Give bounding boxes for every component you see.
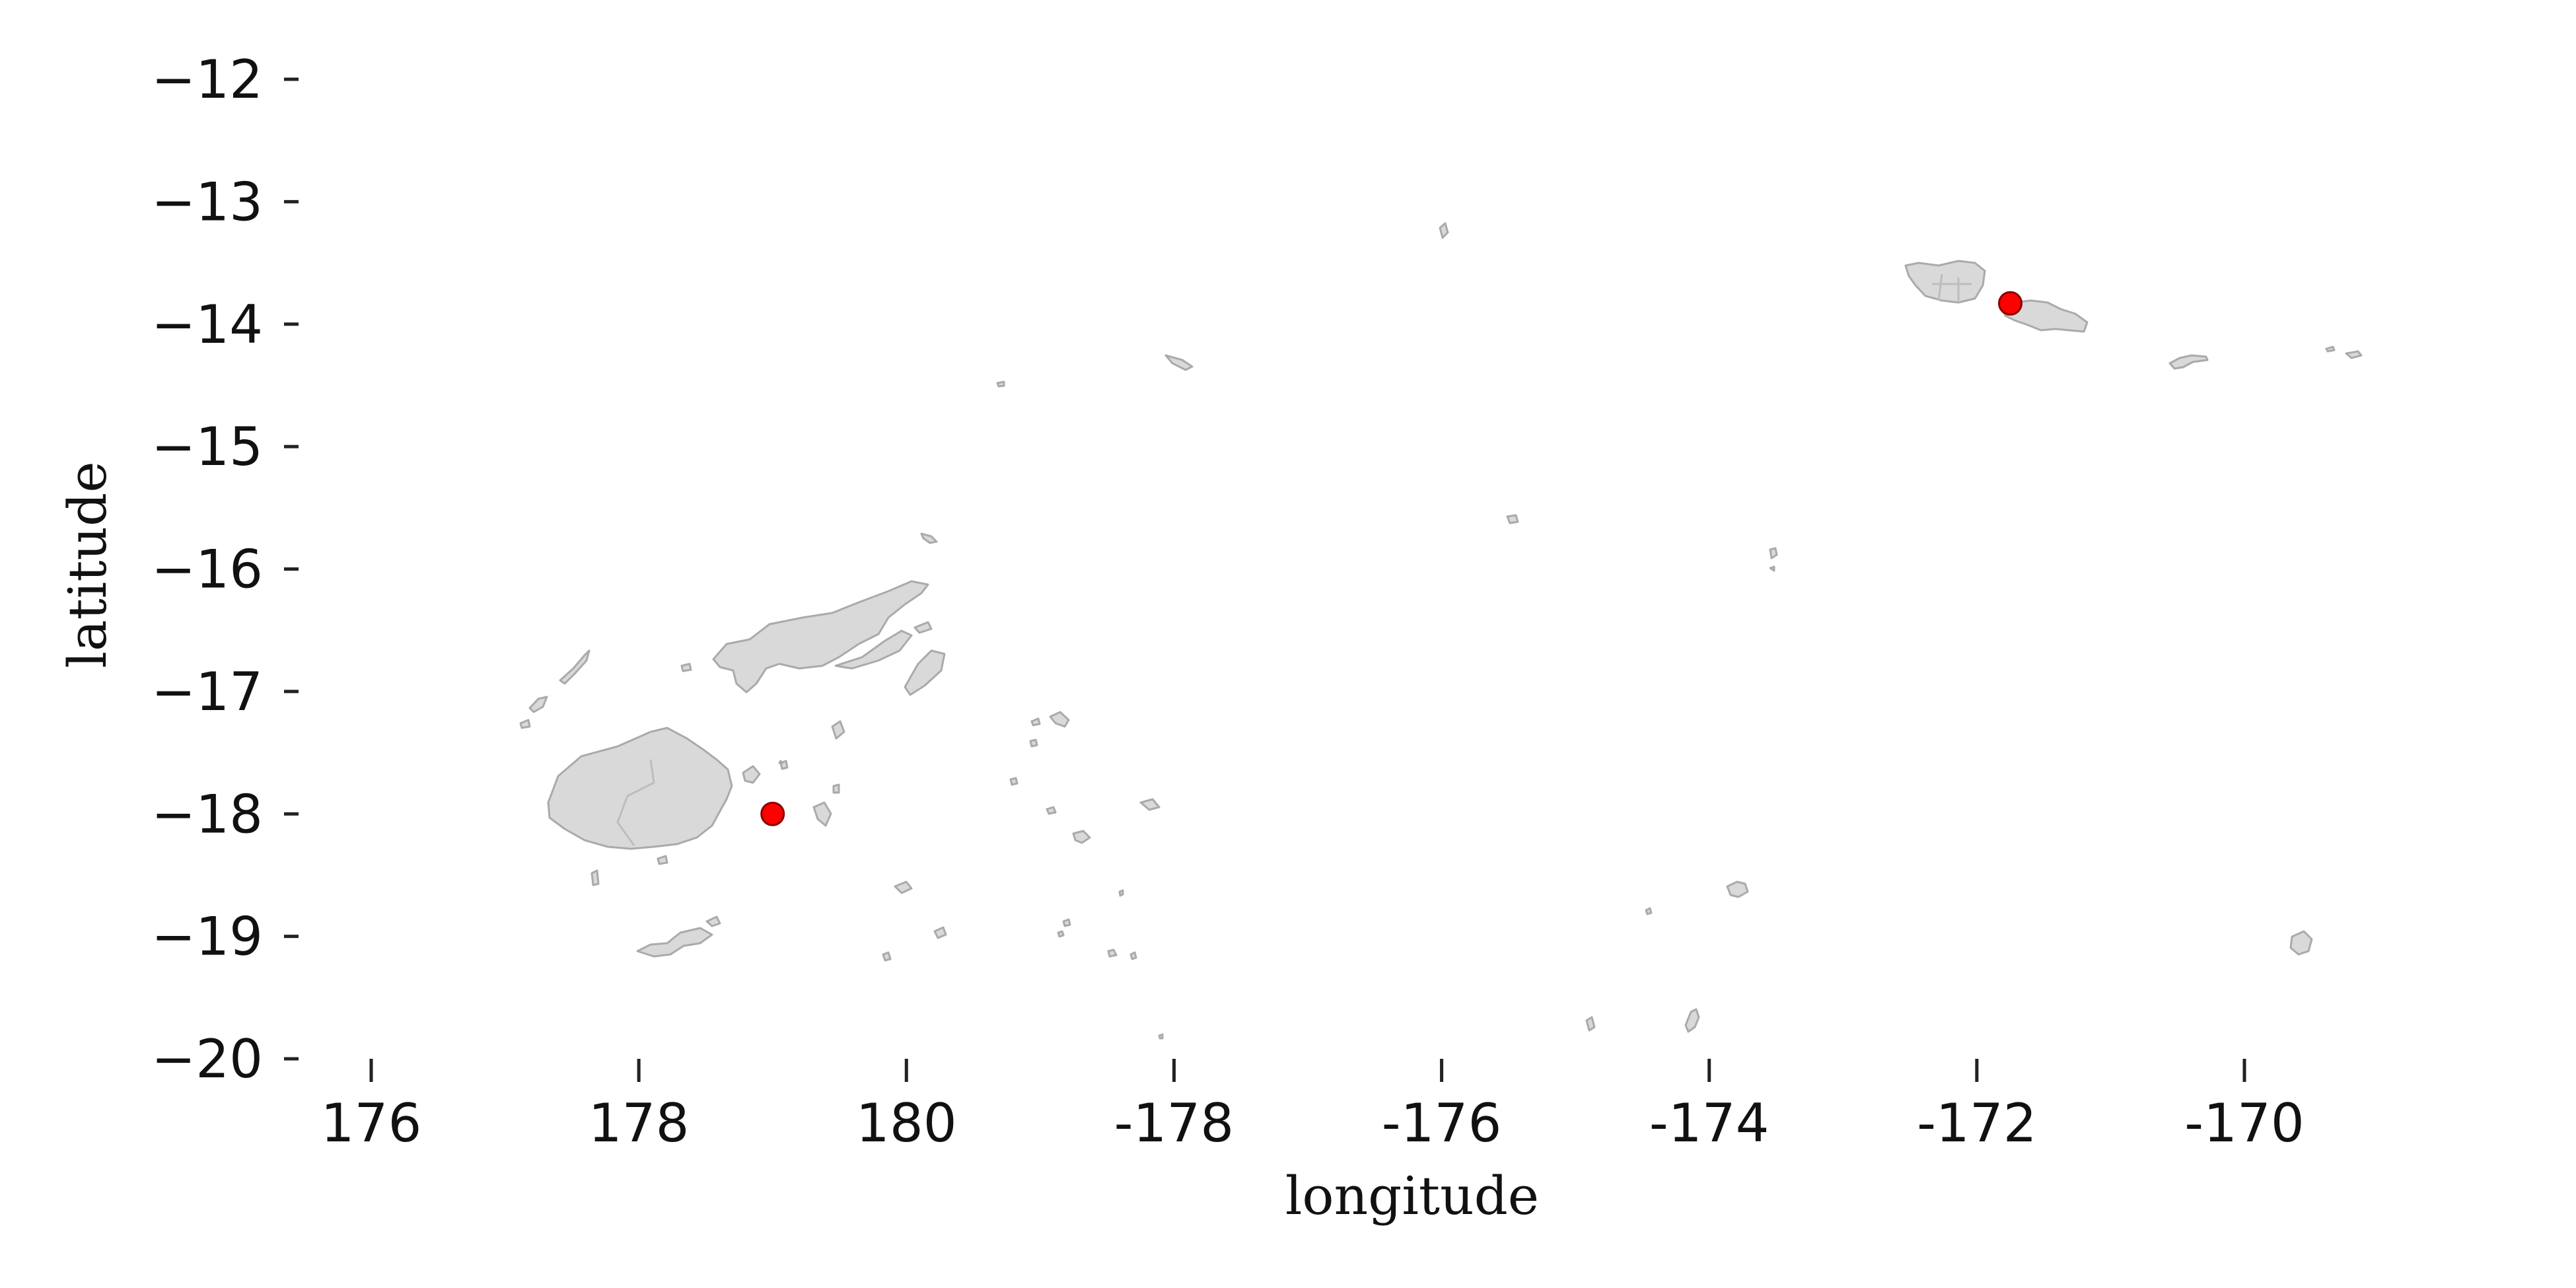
y-tick-label: −15: [151, 416, 263, 478]
viti-levu-division-line: [616, 759, 655, 846]
location-marker: [1998, 291, 2022, 316]
island-ono-i-lau: [1107, 948, 1118, 958]
island-vavau: [1726, 880, 1749, 898]
island-manua-2: [2345, 350, 2363, 359]
island-niuatoputapu: [1769, 547, 1778, 559]
island-koro: [831, 720, 845, 740]
island-vatoa: [1129, 951, 1137, 960]
island-lau-6: [1072, 830, 1091, 844]
location-marker: [760, 801, 785, 826]
data-points: [760, 291, 2022, 826]
island-tongatapu-2: [1684, 1008, 1700, 1033]
island-wakaya: [832, 783, 840, 794]
island-taveuni: [834, 629, 913, 670]
island-lau-3: [1029, 738, 1038, 748]
island-vanua-balavu: [904, 649, 946, 696]
island-ovalau: [742, 765, 761, 784]
x-tick-label: -178: [1114, 1092, 1234, 1154]
island-gau: [812, 801, 832, 827]
island-savaii: [1904, 260, 1986, 304]
y-axis-title: latitude: [57, 461, 118, 668]
island-haapai: [1645, 907, 1653, 915]
x-tick-label: 180: [856, 1092, 957, 1154]
island-lau-7: [1139, 798, 1161, 811]
land-layer: [519, 222, 2363, 1040]
y-tick-label: −19: [151, 906, 263, 968]
x-tick-label: -172: [1917, 1092, 2037, 1154]
y-tick-label: −16: [151, 539, 263, 600]
island-vanua-levu: [712, 580, 929, 694]
x-tick-label: 176: [321, 1092, 422, 1154]
island-beqa: [657, 855, 668, 865]
island-lau-8: [1118, 889, 1124, 897]
savaii-district-lines: [1932, 273, 1972, 303]
y-tick-label: −18: [151, 783, 263, 845]
island-vatulele: [590, 869, 600, 886]
island-moala: [894, 880, 913, 894]
x-axis-title: longitude: [1285, 1165, 1539, 1227]
island-lau-2: [1030, 717, 1041, 727]
x-axis: 176 178 180 -178 -176 -174 -172 -170: [321, 1059, 2305, 1154]
island-tutuila: [2168, 354, 2209, 370]
island-naviti: [528, 696, 548, 713]
island-swains: [1769, 565, 1775, 572]
island-lau-1: [1049, 711, 1070, 728]
island-manua-1: [2325, 345, 2336, 353]
island-ono: [705, 915, 721, 927]
island-ceva: [1158, 1033, 1164, 1040]
island-mamanuca: [519, 719, 531, 729]
island-kadavu: [636, 927, 713, 958]
island-wallis: [1439, 222, 1449, 239]
island-totoya: [933, 926, 947, 939]
island-conway-reef: [778, 760, 783, 765]
island-lau-4: [1009, 777, 1019, 786]
y-tick-label: −20: [151, 1028, 263, 1090]
island-niue: [2289, 930, 2313, 956]
island-rotuma: [920, 532, 938, 544]
island-matuku: [882, 951, 892, 962]
y-tick-label: −14: [151, 294, 263, 355]
island-tongatapu-1: [1585, 1016, 1596, 1032]
island-yadua: [680, 662, 692, 672]
island-viti-levu: [547, 727, 733, 850]
x-tick-label: -176: [1382, 1092, 1502, 1154]
island-futuna: [1506, 514, 1519, 524]
island-lau-5: [1046, 806, 1057, 815]
island-qamea: [913, 621, 933, 634]
island-ringgold: [996, 380, 1005, 388]
y-tick-label: −13: [151, 171, 263, 233]
island-yasawa: [559, 649, 590, 685]
x-tick-label: 178: [589, 1092, 690, 1154]
y-axis: −12 −13 −14 −15 −16 −17 −18 −19 −20: [151, 49, 299, 1090]
island-niuafoou: [1164, 354, 1194, 371]
island-lau-10: [1057, 930, 1065, 938]
island-upolu: [2001, 299, 2089, 333]
y-tick-label: −17: [151, 661, 263, 723]
island-lau-9: [1062, 918, 1071, 927]
x-tick-label: -170: [2184, 1092, 2305, 1154]
y-tick-label: −12: [151, 49, 263, 110]
x-tick-label: -174: [1649, 1092, 1770, 1154]
